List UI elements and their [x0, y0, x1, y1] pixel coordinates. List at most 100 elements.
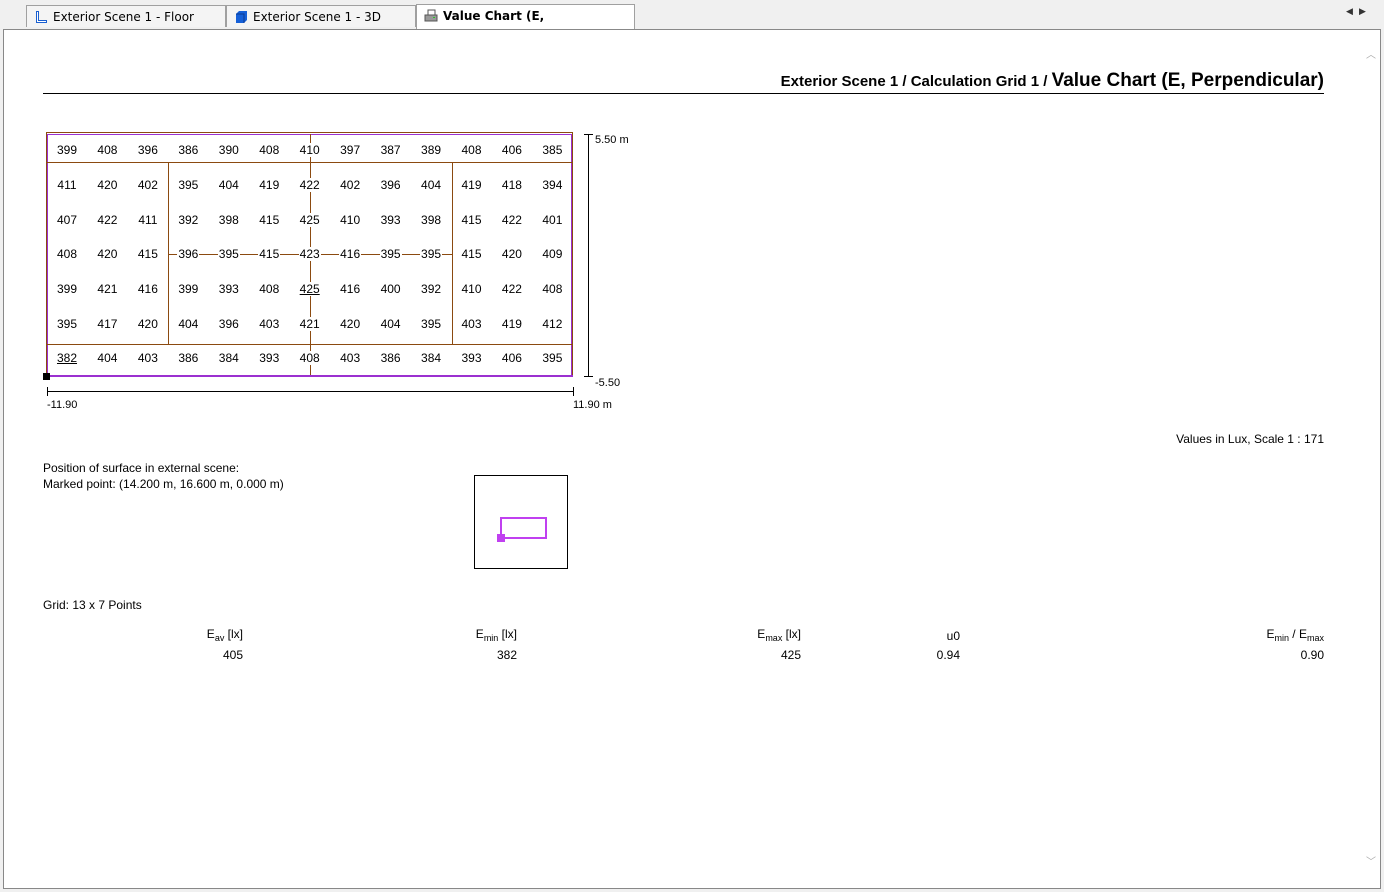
grid-info: Grid: 13 x 7 Points: [43, 598, 142, 612]
grid-value-cell: 416: [136, 282, 159, 296]
stat-ratio-value: 0.90: [1300, 648, 1324, 662]
grid-value-cell: 408: [258, 282, 281, 296]
stat-emax-value: 425: [780, 648, 801, 662]
tab-floor-plan[interactable]: Exterior Scene 1 - Floor plan: [26, 5, 226, 46]
grid-value-cell: 404: [420, 178, 443, 192]
grid-value-cell: 395: [177, 178, 200, 192]
grid-value-cell: 395: [55, 317, 79, 331]
grid-value-cell: 415: [460, 247, 483, 261]
grid-value-cell: 416: [339, 247, 362, 261]
grid-value-cell: 397: [339, 143, 362, 157]
grid-value-cell: 395: [379, 247, 402, 261]
title-main: Value Chart (E, Perpendicular): [1051, 70, 1324, 91]
grid-line: [47, 344, 572, 345]
scale-note: Values in Lux, Scale 1 : 171: [1176, 432, 1324, 446]
page-title: Exterior Scene 1 / Calculation Grid 1 / …: [43, 70, 1324, 94]
grid-value-cell: 421: [96, 282, 119, 296]
grid-line: [168, 162, 169, 344]
grid-value-cell: 422: [500, 282, 523, 296]
grid-value-cell: 425: [298, 213, 321, 227]
grid-value-cell: 395: [217, 247, 240, 261]
grid-value-cell: 408: [55, 247, 79, 261]
grid-value-cell: 389: [420, 143, 443, 157]
grid-value-cell: 411: [137, 213, 159, 227]
stat-emax-header: Emax [lx]: [757, 627, 801, 643]
printer-icon: [424, 9, 438, 22]
tab-3d-view[interactable]: Exterior Scene 1 - 3D View: [226, 5, 416, 46]
grid-value-cell: 408: [541, 282, 564, 296]
grid-value-cell: 403: [460, 317, 483, 331]
y-tick: [584, 376, 593, 377]
stat-ratio-header: Emin / Emax: [1266, 627, 1324, 643]
grid-value-cell: 393: [460, 351, 483, 365]
grid-value-cell: 425: [298, 282, 321, 296]
stat-eav-header: Eav [lx]: [206, 627, 243, 643]
grid-value-cell: 403: [136, 351, 159, 365]
grid-value-cell: 406: [500, 143, 523, 157]
vertical-scrollbar[interactable]: ︿ ﹀: [1363, 30, 1380, 880]
grid-value-cell: 402: [136, 178, 159, 192]
grid-value-cell: 398: [420, 213, 443, 227]
grid-value-cell: 420: [339, 317, 362, 331]
grid-value-cell: 384: [420, 351, 443, 365]
tab-value-chart[interactable]: Value Chart (E, Perpendicula...: [416, 4, 635, 45]
grid-value-cell: 385: [541, 143, 564, 157]
grid-value-cell: 406: [500, 351, 523, 365]
surface-rect: [500, 517, 547, 539]
grid-value-cell: 408: [96, 143, 119, 157]
tab-bar: Exterior Scene 1 - Floor plan Exterior S…: [0, 0, 1384, 46]
surface-bottom-edge: [47, 375, 573, 377]
grid-value-cell: 411: [56, 178, 78, 192]
grid-value-cell: 419: [500, 317, 523, 331]
grid-value-cell: 410: [339, 213, 362, 227]
grid-value-cell: 422: [500, 213, 523, 227]
grid-value-cell: 395: [541, 351, 564, 365]
grid-value-cell: 399: [55, 282, 79, 296]
grid-line: [47, 162, 572, 163]
grid-value-cell: 423: [298, 247, 321, 261]
scroll-tabs-right-icon[interactable]: ▶: [1359, 6, 1366, 16]
cube-icon: [236, 11, 247, 23]
grid-value-cell: 420: [136, 317, 159, 331]
grid-value-cell: 382: [55, 351, 79, 365]
marked-point-label: Marked point: (14.200 m, 16.600 m, 0.000…: [43, 477, 284, 491]
grid-value-cell: 404: [177, 317, 200, 331]
grid-value-cell: 402: [339, 178, 362, 192]
grid-value-cell: 415: [258, 247, 281, 261]
scroll-tabs-left-icon[interactable]: ◀: [1346, 6, 1353, 16]
scroll-up-icon[interactable]: ︿: [1366, 50, 1376, 61]
x-right-label: 11.90 m: [573, 399, 612, 411]
floor-plan-icon: [36, 11, 47, 23]
grid-value-cell: 398: [217, 213, 240, 227]
grid-value-cell: 392: [177, 213, 200, 227]
stat-eav-value: 405: [222, 648, 243, 662]
grid-value-cell: 395: [420, 247, 443, 261]
grid-value-cell: 392: [420, 282, 443, 296]
grid-value-cell: 415: [136, 247, 159, 261]
grid-value-cell: 420: [500, 247, 523, 261]
stat-emin-header: Emin [lx]: [475, 627, 517, 643]
scroll-down-icon[interactable]: ﹀: [1366, 857, 1376, 868]
grid-value-cell: 401: [541, 213, 564, 227]
stat-u0-header: u0: [946, 629, 960, 643]
grid-value-cell: 404: [96, 351, 119, 365]
scene-position-thumbnail: [474, 475, 568, 569]
grid-value-cell: 396: [136, 143, 159, 157]
grid-value-cell: 410: [298, 143, 321, 157]
grid-value-cell: 396: [379, 178, 402, 192]
grid-value-cell: 422: [298, 178, 321, 192]
title-path: Exterior Scene 1 / Calculation Grid 1 /: [780, 73, 1052, 90]
grid-value-cell: 400: [379, 282, 402, 296]
grid-value-cell: 408: [258, 143, 281, 157]
grid-value-cell: 420: [96, 178, 119, 192]
grid-value-cell: 395: [420, 317, 443, 331]
grid-value-cell: 416: [339, 282, 362, 296]
grid-value-cell: 393: [217, 282, 240, 296]
grid-value-cell: 390: [217, 143, 240, 157]
y-axis-line: [588, 134, 589, 377]
grid-value-cell: 421: [298, 317, 321, 331]
grid-value-cell: 407: [55, 213, 79, 227]
x-tick: [573, 387, 574, 396]
grid-value-cell: 393: [258, 351, 281, 365]
grid-value-cell: 415: [460, 213, 483, 227]
